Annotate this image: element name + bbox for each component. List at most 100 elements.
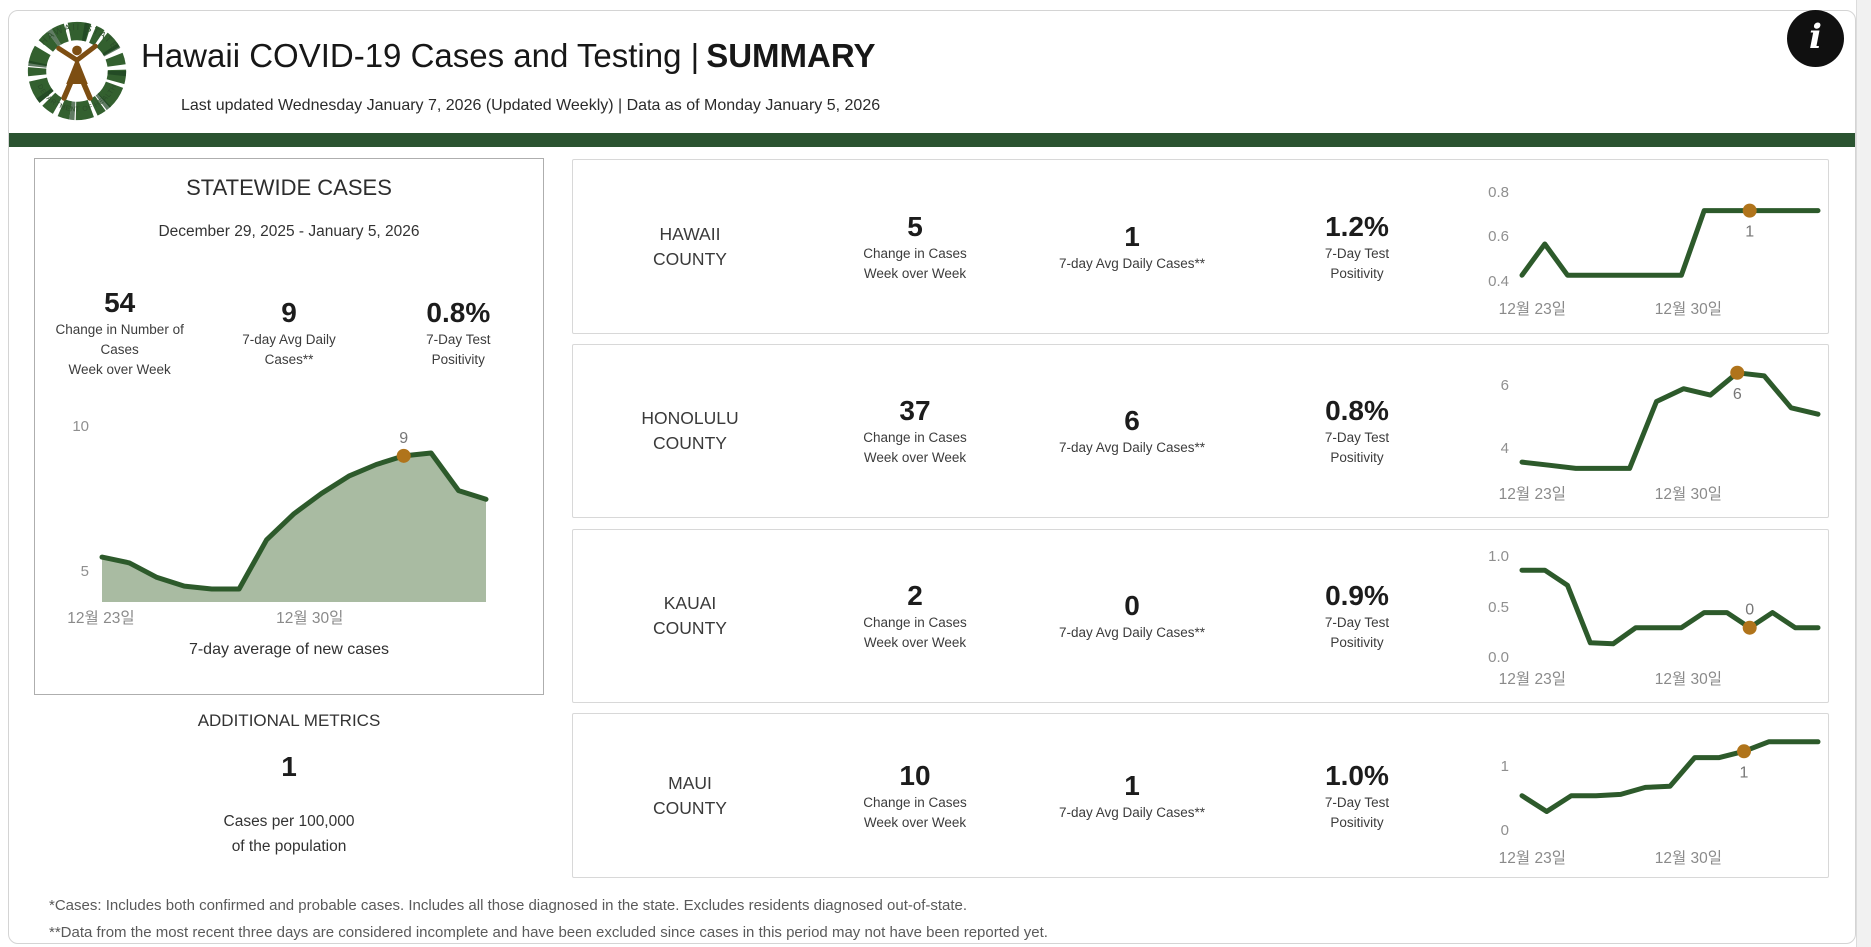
x-axis-labels: 12월 23일 12월 30일	[1499, 663, 1823, 688]
y-axis-tick-label: 1.0	[1488, 548, 1509, 566]
change-in-cases-stat: 10 Change in Cases Week over Week	[807, 714, 1023, 877]
stat-value: 6	[1124, 405, 1140, 436]
stat-value: 0.8%	[1325, 395, 1389, 426]
sparkline-plot[interactable]: 1	[1517, 724, 1823, 842]
test-positivity-stat: 1.0% 7-Day Test Positivity	[1241, 714, 1473, 877]
y-axis-tick-label: 0.8	[1488, 183, 1509, 201]
change-in-cases-stat: 2 Change in Cases Week over Week	[807, 530, 1023, 702]
stat-value: 5	[907, 210, 923, 242]
avg-daily-cases-stat: 1 7-day Avg Daily Cases**	[1023, 714, 1241, 877]
stat-label: Change in Cases Week over Week	[863, 245, 967, 281]
x-axis-tick-label: 12월 30일	[1654, 850, 1723, 867]
x-axis-tick-label: 12월 30일	[1654, 486, 1723, 503]
stat-value: 0.8%	[426, 297, 491, 328]
y-axis-tick-label: 5	[80, 562, 89, 580]
x-axis-labels: 12월 23일 12월 30일	[67, 602, 491, 628]
sparkline-plot[interactable]: 0	[1517, 545, 1823, 663]
statewide-cases-panel: STATEWIDE CASES December 29, 2025 - Janu…	[34, 158, 544, 695]
svg-text:9: 9	[399, 430, 408, 447]
county-name: HAWAII COUNTY	[653, 223, 727, 269]
cases-per-100k-label: Cases per 100,000 of the population	[223, 813, 355, 855]
svg-text:1: 1	[1740, 764, 1749, 781]
stat-label: Change in Cases Week over Week	[863, 615, 967, 650]
county-panel-honolulu: HONOLULU COUNTY 37 Change in Cases Week ov…	[572, 344, 1829, 518]
petroglyph-figure	[56, 43, 98, 101]
y-axis-tick-label: 4	[1500, 440, 1509, 458]
x-axis-tick-label: 12월 30일	[276, 610, 344, 627]
county-panel-maui: MAUI COUNTY 10 Change in Cases Week over W…	[572, 713, 1829, 878]
y-axis-tick-label: 0.4	[1488, 272, 1509, 290]
page-title: Hawaii COVID-19 Cases and Testing | SUMMA…	[141, 37, 876, 74]
x-axis-labels: 12월 23일 12월 30일	[1499, 293, 1823, 318]
y-axis-ticks: 0.8 0.6 0.4	[1473, 175, 1517, 293]
change-in-cases-stat: 37 Change in Cases Week over Week	[807, 345, 1023, 517]
y-axis-ticks: 10 5	[35, 411, 97, 602]
stat-label: Change in Cases Week over Week	[863, 430, 967, 465]
county-name: HONOLULU COUNTY	[641, 408, 739, 453]
y-axis-tick-label: 1	[1500, 758, 1509, 776]
footnote-incomplete-data: **Data from the most recent three days a…	[49, 924, 1048, 941]
stat-label: 7-day Avg Daily Cases**	[1058, 440, 1206, 455]
y-axis-tick-label: 0.5	[1488, 598, 1509, 616]
x-axis-tick-label: 12월 23일	[67, 610, 135, 627]
stat-label: 7-day Avg Daily Cases**	[1058, 625, 1206, 640]
stat-value: 10	[899, 759, 931, 791]
stat-label: 7-Day Test Positivity	[1324, 245, 1390, 281]
y-axis-tick-label: 10	[72, 417, 89, 435]
chart-caption: 7-day average of new cases	[188, 641, 390, 658]
stat-label: Change in Cases Week over Week	[863, 794, 967, 830]
avg-daily-cases-stat: 0 7-day Avg Daily Cases**	[1023, 530, 1241, 702]
y-axis-tick-label: 0.0	[1488, 649, 1509, 666]
stat-value: 1.2%	[1325, 210, 1389, 242]
stat-label: 7-day Avg Daily Cases**	[1058, 255, 1206, 271]
sparkline-plot[interactable]: 1	[1517, 175, 1823, 293]
x-axis-tick-label: 12월 23일	[1498, 486, 1566, 503]
stat-label: 7-day Avg Daily Cases**	[242, 332, 336, 367]
info-button[interactable]: i	[1787, 10, 1844, 67]
additional-metrics-title: ADDITIONAL METRICS	[197, 711, 381, 730]
test-positivity-stat: 0.8% 7-Day Test Positivity	[1241, 345, 1473, 517]
scrollbar-track[interactable]	[1856, 0, 1871, 947]
stat-label: 7-Day Test Positivity	[1324, 615, 1390, 650]
x-axis-tick-label: 12월 30일	[1654, 671, 1723, 688]
statewide-date-range: December 29, 2025 - January 5, 2026	[158, 223, 420, 240]
stat-label: 7-Day Test Positivity	[1324, 794, 1390, 830]
x-axis-labels: 12월 23일 12월 30일	[1499, 478, 1823, 503]
x-axis-tick-label: 12월 23일	[1498, 301, 1566, 318]
statewide-stats: 54 Change in Number of Cases Week over W…	[35, 259, 543, 407]
doh-logo: HAWAII STATE DEPARTMENT OF HEALTH	[24, 18, 130, 124]
x-axis-tick-label: 12월 23일	[1498, 671, 1566, 688]
stat-value: 0.9%	[1325, 580, 1389, 611]
stat-value: 1	[1124, 769, 1140, 801]
stat-label: Change in Number of Cases Week over Week	[55, 322, 184, 377]
county-sparkline: 0.8 0.6 0.4 1 12월 23일 12월 30일	[1473, 175, 1828, 318]
additional-metrics: ADDITIONAL METRICS 1 Cases per 100,000 o…	[34, 711, 544, 859]
test-positivity-stat: 0.8% 7-Day Test Positivity	[374, 259, 543, 407]
x-axis-tick-label: 12월 30일	[1654, 301, 1723, 318]
stat-value: 2	[907, 580, 923, 611]
stat-label: 7-Day Test Positivity	[1324, 430, 1390, 465]
avg-daily-cases-stat: 9 7-day Avg Daily Cases**	[204, 259, 373, 407]
county-panel-kauai: KAUAI COUNTY 2 Change in Cases Week over W…	[572, 529, 1829, 703]
stat-value: 9	[281, 297, 297, 328]
stat-value: 1.0%	[1325, 759, 1389, 791]
stat-value: 1	[1124, 220, 1140, 252]
y-axis-tick-label: 0.6	[1488, 228, 1509, 246]
sparkline-plot[interactable]: 6	[1517, 360, 1823, 478]
y-axis-ticks: 1.0 0.5 0.0	[1473, 545, 1517, 666]
report-canvas: HAWAII STATE DEPARTMENT OF HEALTH Hawaii…	[8, 10, 1856, 944]
avg-daily-cases-stat: 1 7-day Avg Daily Cases**	[1023, 160, 1241, 333]
test-positivity-stat: 1.2% 7-Day Test Positivity	[1241, 160, 1473, 333]
x-axis-labels: 12월 23일 12월 30일	[1499, 842, 1823, 867]
change-in-cases-stat: 5 Change in Cases Week over Week	[807, 160, 1023, 333]
area-chart-plot[interactable]: 9	[97, 411, 491, 602]
stat-label: 7-Day Test Positivity	[426, 332, 491, 367]
county-name: MAUI COUNTY	[653, 772, 727, 818]
info-icon: i	[1809, 17, 1822, 57]
svg-text:0: 0	[1745, 602, 1754, 619]
